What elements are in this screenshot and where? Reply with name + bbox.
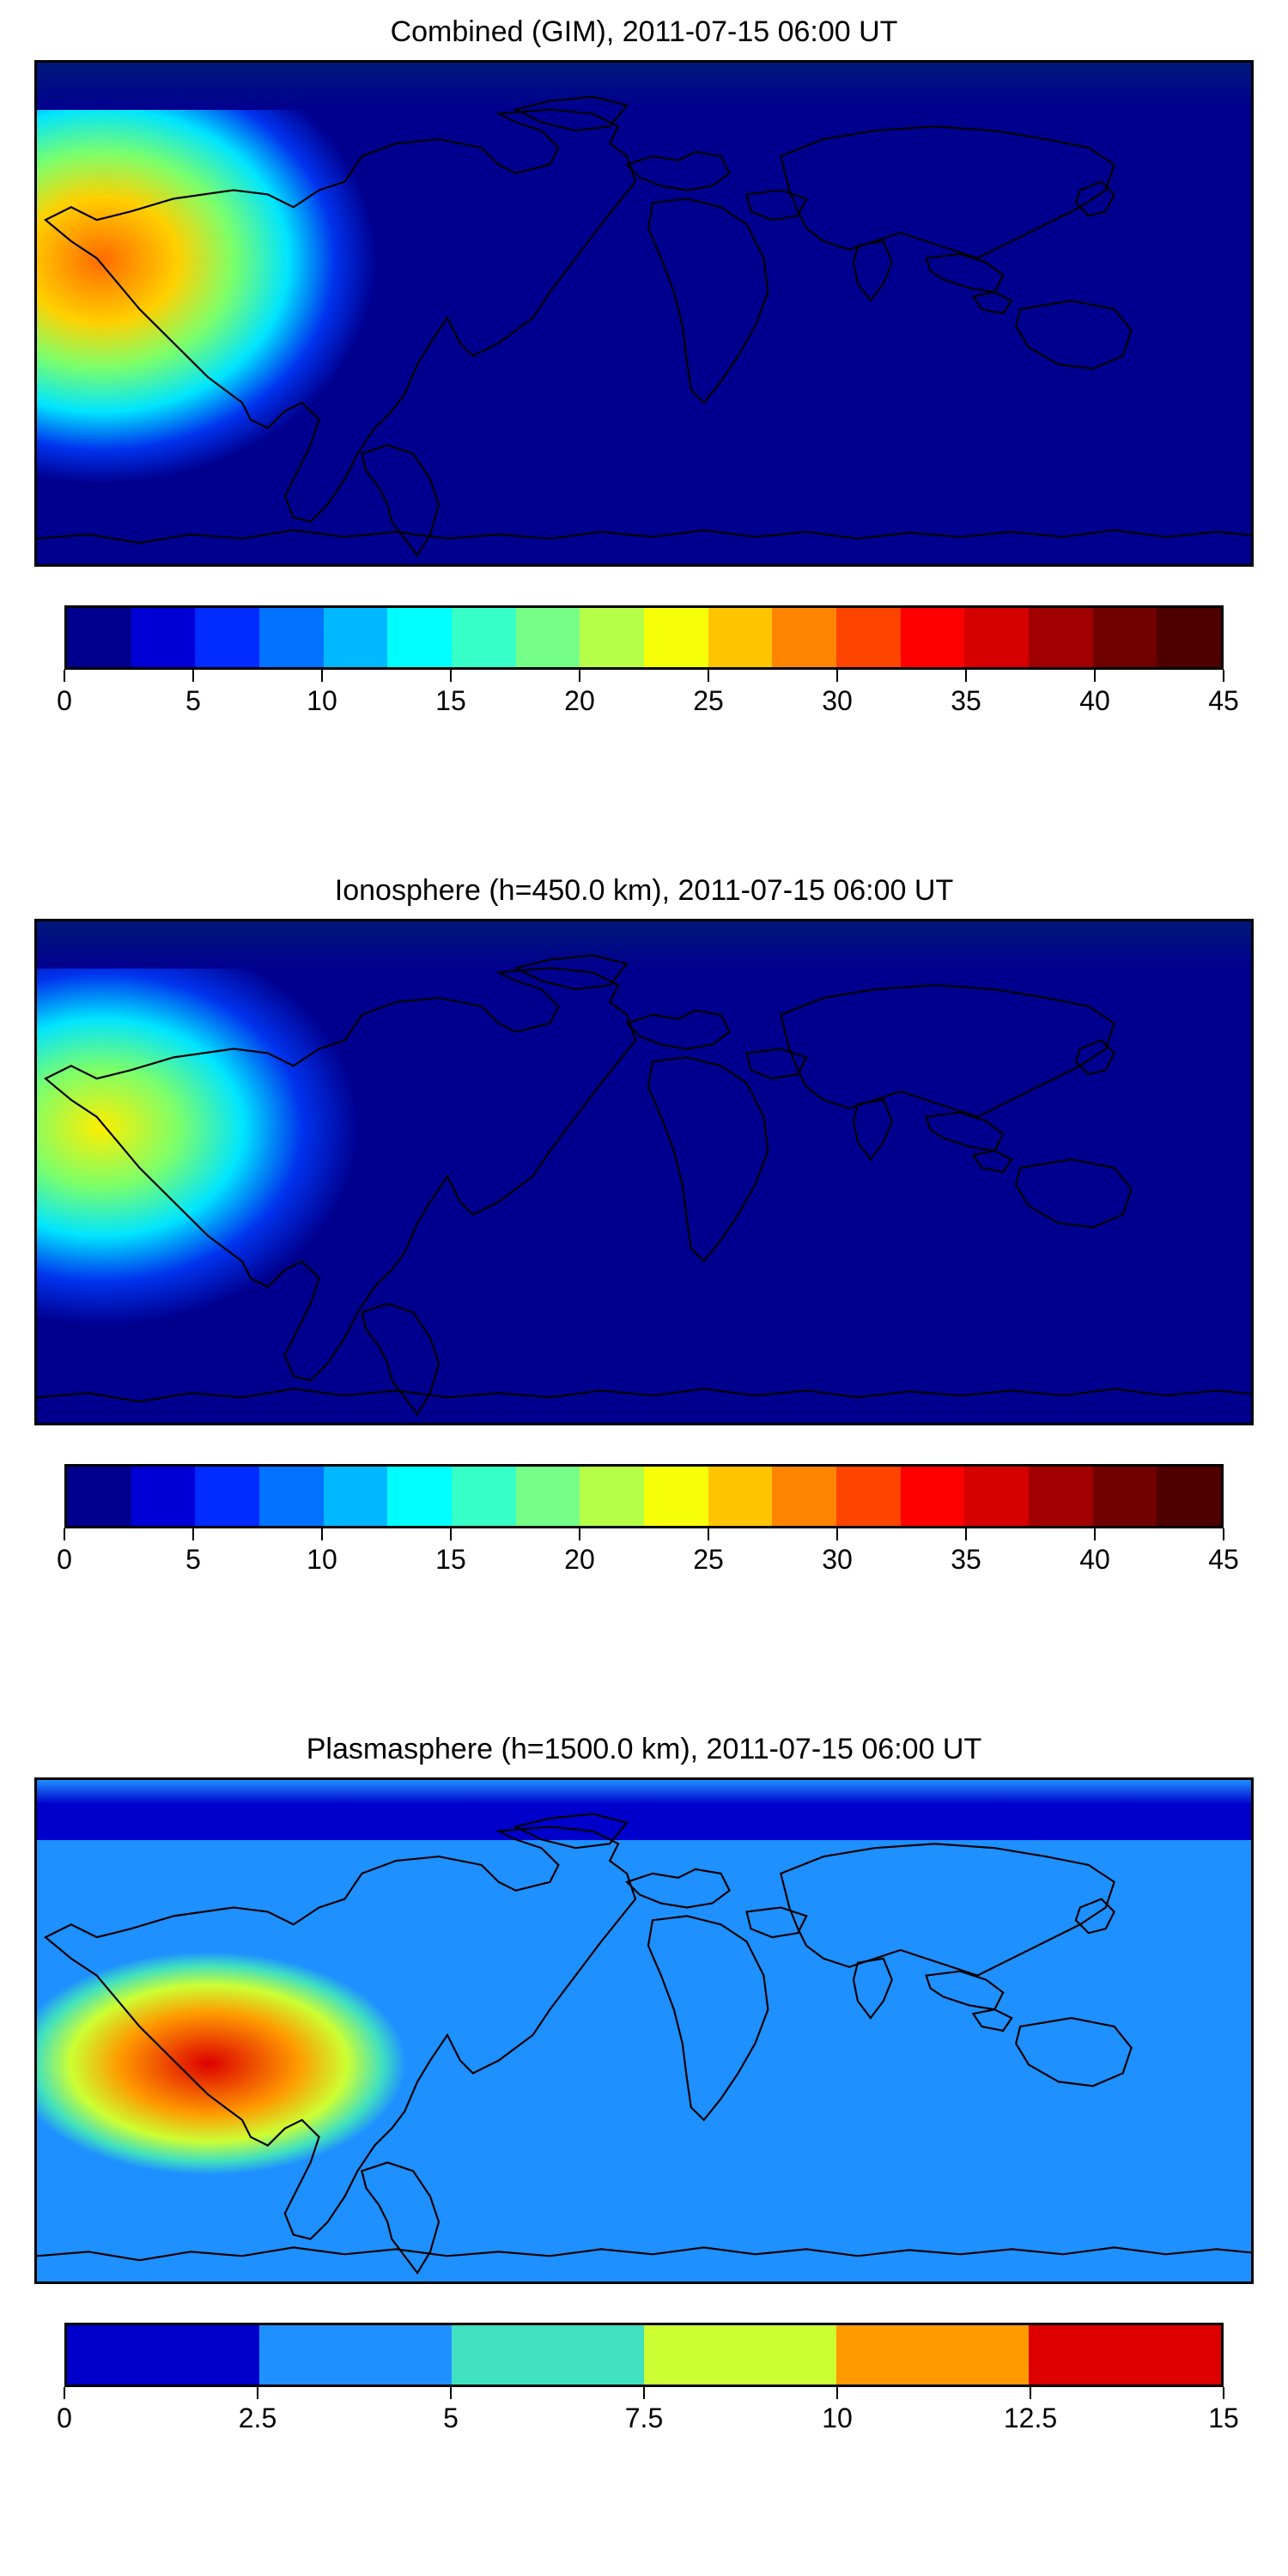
panel-combined: Combined (GIM), 2011-07-15 06:00 UT: [0, 0, 1288, 859]
colorbar-labels-combined: 0 5 10 15 20 25 30 35 40 45: [64, 682, 1224, 725]
colorbar-ticks-combined: [64, 670, 1224, 682]
panel-title-plasmasphere: Plasmasphere (h=1500.0 km), 2011-07-15 0…: [0, 1733, 1288, 1766]
colorbar-ticks-plasmasphere: [64, 2387, 1224, 2399]
panel-ionosphere: Ionosphere (h=450.0 km), 2011-07-15 06:0…: [0, 859, 1288, 1717]
coastlines-combined: [37, 63, 1251, 564]
colorbar-plasmasphere[interactable]: 0 2.5 5 7.5 10 12.5 15: [64, 2323, 1224, 2442]
colorbar-gradient-combined: [64, 605, 1224, 670]
map-combined[interactable]: [34, 60, 1254, 567]
coastlines-ionosphere: [37, 921, 1251, 1423]
map-ionosphere[interactable]: [34, 919, 1254, 1425]
colorbar-gradient-ionosphere: [64, 1464, 1224, 1528]
colorbar-labels-ionosphere: 0 5 10 15 20 25 30 35 40 45: [64, 1540, 1224, 1583]
colorbar-combined[interactable]: 0 5 10 15 20 25 30 35 40 45: [64, 605, 1224, 725]
panel-plasmasphere: Plasmasphere (h=1500.0 km), 2011-07-15 0…: [0, 1717, 1288, 2576]
coastlines-plasmasphere: [37, 1780, 1251, 2281]
panel-title-ionosphere: Ionosphere (h=450.0 km), 2011-07-15 06:0…: [0, 874, 1288, 908]
colorbar-gradient-plasmasphere: [64, 2323, 1224, 2387]
colorbar-labels-plasmasphere: 0 2.5 5 7.5 10 12.5 15: [64, 2399, 1224, 2442]
map-plasmasphere[interactable]: [34, 1777, 1254, 2284]
colorbar-ticks-ionosphere: [64, 1528, 1224, 1540]
colorbar-ionosphere[interactable]: 0 5 10 15 20 25 30 35 40 45: [64, 1464, 1224, 1583]
panel-title-combined: Combined (GIM), 2011-07-15 06:00 UT: [0, 15, 1288, 49]
